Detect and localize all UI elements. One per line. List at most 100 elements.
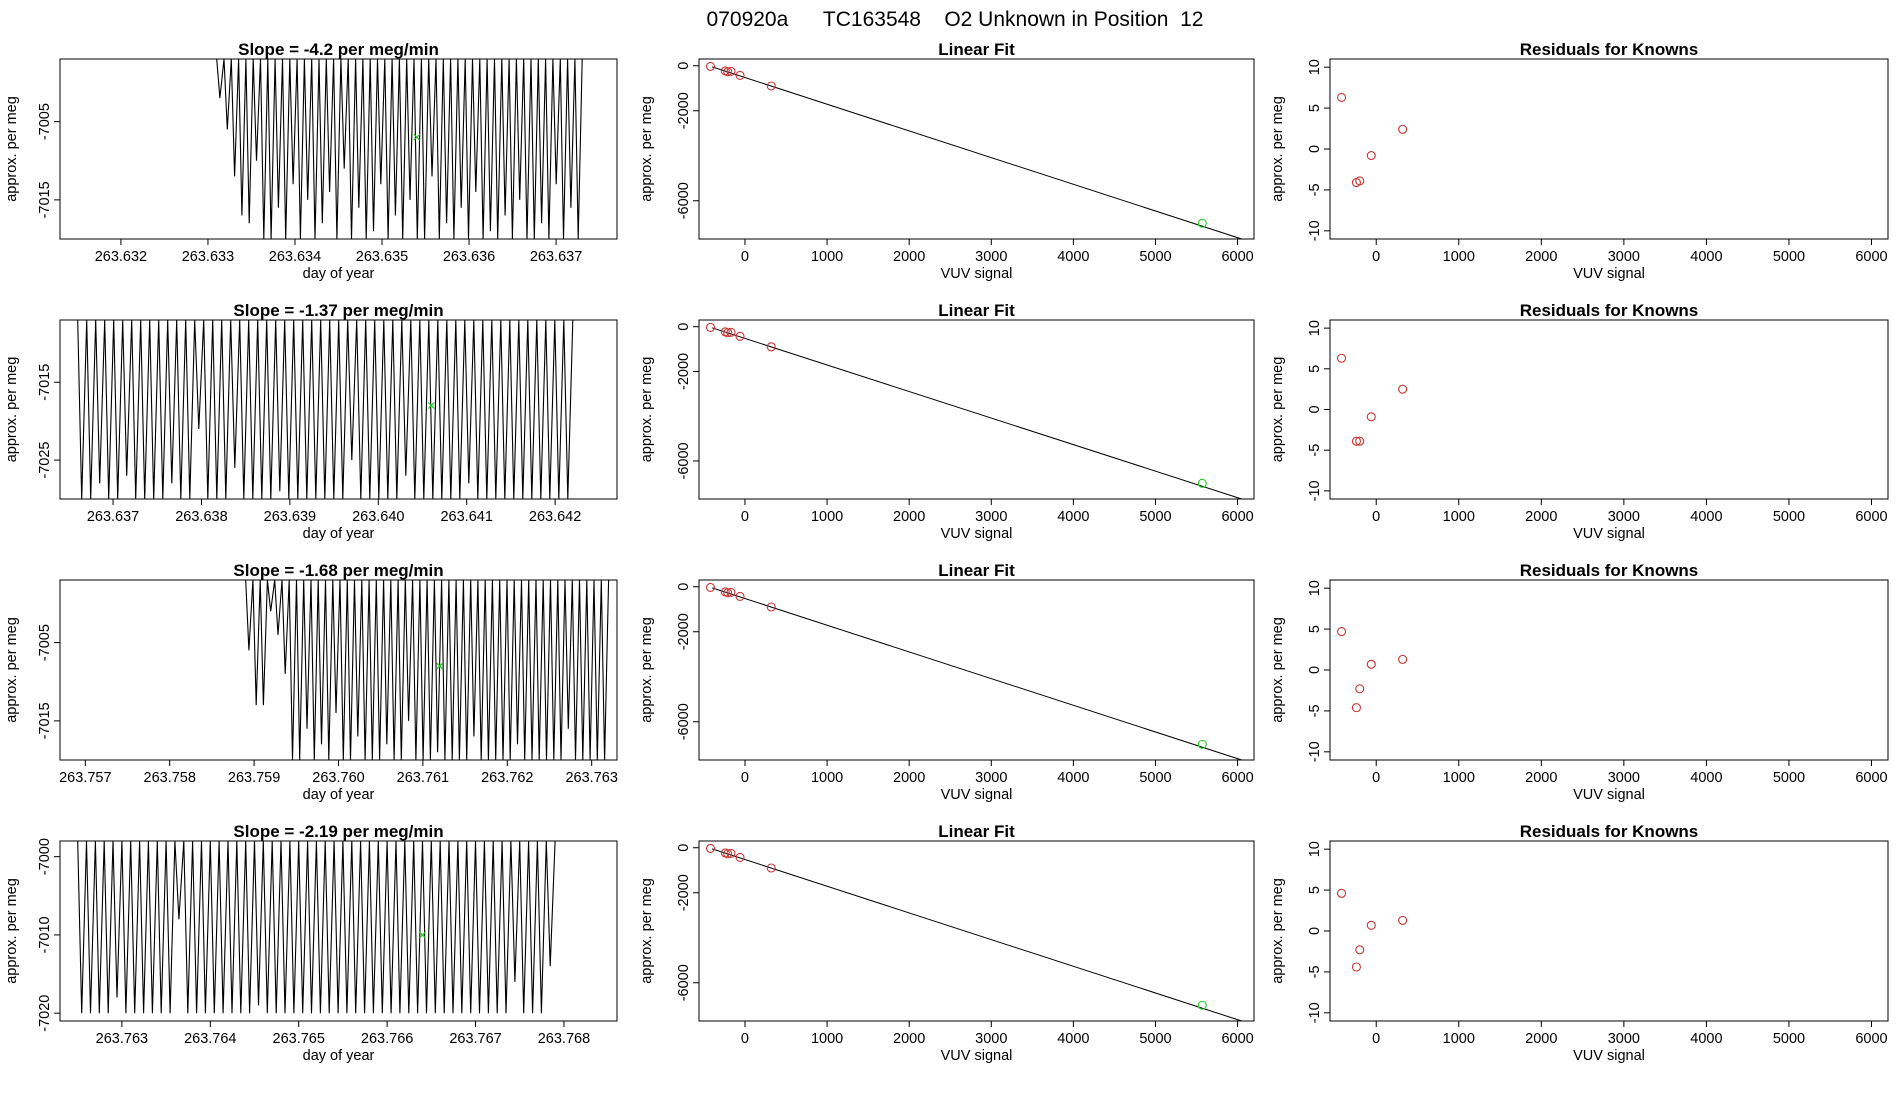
linear-fit-panel-4: Linear Fit 0 1000 2000 3000 4000 5000 6000 0 -200… bbox=[639, 822, 1255, 1064]
residuals-panel-3: Residuals for Knowns 0 1000 2000 3000 4000 500… bbox=[1270, 561, 1889, 803]
x-tick-label: 263.634 bbox=[269, 249, 321, 265]
residuals-panel-4: Residuals for Knowns 0 1000 2000 3000 4000 500… bbox=[1270, 822, 1889, 1064]
known-point bbox=[726, 66, 736, 76]
x-tick-label: 263.764 bbox=[184, 1031, 236, 1047]
x-tick-label: 1000 bbox=[811, 770, 843, 786]
x-tick-label: 3000 bbox=[975, 249, 1007, 265]
y-tick-label: -7015 bbox=[37, 181, 53, 218]
residual-point bbox=[1351, 436, 1361, 446]
y-tick-label: -7005 bbox=[37, 103, 53, 140]
x-tick-label: 3000 bbox=[1608, 509, 1640, 525]
x-tick-label: 4000 bbox=[1057, 249, 1089, 265]
x-tick-label: 5000 bbox=[1139, 1031, 1171, 1047]
residual-point bbox=[1355, 436, 1365, 446]
known-point bbox=[705, 582, 716, 592]
y-tick-label: 10 bbox=[1307, 841, 1323, 857]
unknown-marker bbox=[427, 402, 435, 410]
known-point bbox=[735, 70, 745, 80]
x-tick-label: 263.642 bbox=[529, 509, 581, 525]
y-tick-label: -2000 bbox=[676, 353, 692, 390]
x-axis-label: VUV signal bbox=[941, 266, 1013, 282]
y-axis-label: approx. per meg bbox=[639, 617, 655, 723]
x-tick-label: 1000 bbox=[1443, 249, 1475, 265]
x-tick-label: 5000 bbox=[1773, 249, 1805, 265]
x-axis-label: VUV signal bbox=[1573, 266, 1645, 282]
y-tick-label: 10 bbox=[1307, 59, 1323, 75]
panel-title: Residuals for Knowns bbox=[1520, 561, 1699, 580]
known-point bbox=[735, 852, 745, 862]
panel-title: Slope = -4.2 per meg/min bbox=[238, 40, 439, 59]
x-tick-label: 263.632 bbox=[95, 249, 147, 265]
plot-frame bbox=[698, 58, 1255, 240]
known-point bbox=[766, 863, 776, 873]
residual-point bbox=[1366, 659, 1376, 669]
x-axis-label: VUV signal bbox=[1573, 1048, 1645, 1064]
x-tick-label: 5000 bbox=[1139, 249, 1171, 265]
y-tick-label: -7020 bbox=[37, 995, 53, 1032]
x-tick-label: 4000 bbox=[1690, 770, 1722, 786]
x-tick-label: 0 bbox=[741, 249, 749, 265]
y-tick-label: 5 bbox=[1307, 365, 1323, 373]
unknown-point bbox=[1197, 218, 1207, 228]
residual-point bbox=[1355, 945, 1365, 955]
x-tick-label: 263.766 bbox=[361, 1031, 413, 1047]
plot-frame bbox=[1329, 319, 1889, 500]
panel-title: Residuals for Knowns bbox=[1520, 40, 1699, 59]
x-tick-label: 1000 bbox=[1443, 509, 1475, 525]
y-tick-label: 0 bbox=[1307, 927, 1323, 935]
panel-title: Slope = -1.37 per meg/min bbox=[233, 301, 443, 320]
x-axis-label: VUV signal bbox=[1573, 787, 1645, 803]
y-tick-label: -7005 bbox=[37, 624, 53, 661]
x-tick-label: 263.641 bbox=[440, 509, 492, 525]
y-tick-label: -5 bbox=[1307, 444, 1323, 457]
y-axis-label: approx. per meg bbox=[1270, 878, 1286, 984]
unknown-point bbox=[1197, 739, 1207, 749]
x-tick-label: 0 bbox=[1372, 770, 1380, 786]
x-tick-label: 263.759 bbox=[228, 770, 280, 786]
y-tick-label: -2000 bbox=[676, 874, 692, 911]
unknown-point bbox=[1197, 478, 1207, 488]
x-tick-label: 263.768 bbox=[538, 1031, 590, 1047]
panel-title: Linear Fit bbox=[938, 301, 1015, 320]
y-tick-label: -7015 bbox=[37, 364, 53, 401]
y-tick-label: -10 bbox=[1307, 220, 1323, 241]
plot-frame bbox=[1329, 58, 1889, 240]
y-tick-label: 0 bbox=[676, 844, 692, 852]
plot-frame bbox=[698, 579, 1255, 761]
known-point bbox=[705, 322, 716, 332]
known-point bbox=[726, 327, 736, 337]
panel-title: Linear Fit bbox=[938, 40, 1015, 59]
unknown-point bbox=[1197, 1000, 1207, 1010]
x-tick-label: 6000 bbox=[1221, 1031, 1253, 1047]
known-point bbox=[723, 328, 733, 338]
x-tick-label: 1000 bbox=[1443, 770, 1475, 786]
y-tick-label: -6000 bbox=[676, 703, 692, 740]
linear-fit-panel-3: Linear Fit 0 1000 2000 3000 4000 5000 6000 0 -200… bbox=[639, 561, 1255, 803]
residual-point bbox=[1337, 888, 1347, 898]
x-tick-label: 263.636 bbox=[443, 249, 495, 265]
x-tick-label: 263.637 bbox=[87, 509, 139, 525]
residual-point bbox=[1398, 384, 1408, 394]
y-tick-label: -5 bbox=[1307, 183, 1323, 196]
y-axis-label: approx. per meg bbox=[4, 357, 20, 463]
residual-point bbox=[1355, 176, 1365, 186]
residuals-panel-2: Residuals for Knowns 0 1000 2000 3000 4000 500… bbox=[1270, 301, 1889, 542]
x-axis-label: day of year bbox=[303, 1048, 375, 1064]
x-tick-label: 4000 bbox=[1057, 1031, 1089, 1047]
known-point bbox=[723, 849, 733, 859]
linear-fit-panel-1: Linear Fit 0 1000 2000 3000 4000 5000 6000 0 -200… bbox=[639, 40, 1255, 282]
x-tick-label: 1000 bbox=[811, 1031, 843, 1047]
residual-point bbox=[1337, 92, 1347, 103]
residual-point bbox=[1351, 703, 1361, 713]
x-tick-label: 0 bbox=[1372, 1031, 1380, 1047]
x-tick-label: 6000 bbox=[1221, 509, 1253, 525]
x-tick-label: 2000 bbox=[893, 249, 925, 265]
time-series-panel-3: Slope = -1.68 per meg/min 263.757 263.758 2… bbox=[4, 561, 618, 803]
y-tick-label: -7015 bbox=[37, 702, 53, 739]
residual-point bbox=[1351, 962, 1361, 972]
x-tick-label: 263.640 bbox=[352, 509, 404, 525]
residual-point bbox=[1337, 626, 1347, 637]
fit-line bbox=[711, 66, 1242, 240]
y-axis-label: approx. per meg bbox=[1270, 617, 1286, 723]
known-point bbox=[766, 602, 776, 612]
